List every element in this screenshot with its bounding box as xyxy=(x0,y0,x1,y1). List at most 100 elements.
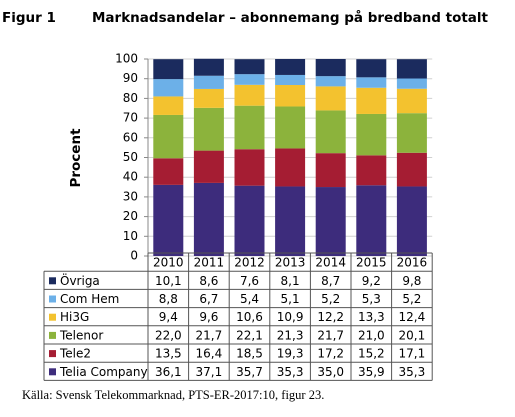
bar-segment xyxy=(193,75,224,89)
bar-segment xyxy=(193,150,224,183)
table-value: 7,6 xyxy=(240,274,259,288)
table-value: 18,5 xyxy=(236,347,263,361)
table-value: 8,1 xyxy=(281,274,300,288)
legend-label: Tele2 xyxy=(59,347,91,361)
table-value: 15,2 xyxy=(358,347,385,361)
table-value: 16,4 xyxy=(196,347,223,361)
table-value: 21,0 xyxy=(358,328,385,342)
table-value: 17,1 xyxy=(399,347,426,361)
legend-label: Hi3G xyxy=(60,310,89,324)
bar-segment xyxy=(193,58,224,76)
bar-segment xyxy=(315,59,346,77)
y-tick-label: 50 xyxy=(123,150,138,164)
bar-segment xyxy=(315,153,346,188)
bar-segment xyxy=(315,187,346,256)
source: Källa: Svensk Telekommarknad, PTS-ER-201… xyxy=(22,388,324,402)
x-tick-label: 2015 xyxy=(356,256,387,270)
table-value: 5,2 xyxy=(321,292,340,306)
bar-segment xyxy=(356,87,387,114)
legend-label: Telia Company xyxy=(59,365,148,379)
chart-title: Marknadsandelar – abonnemang på bredband… xyxy=(92,9,489,26)
table-value: 8,8 xyxy=(159,292,178,306)
legend-swatch xyxy=(49,350,56,358)
bar-segment xyxy=(193,88,224,108)
table-value: 36,1 xyxy=(155,365,182,379)
table-value: 19,3 xyxy=(277,347,304,361)
bar-segment xyxy=(275,59,306,75)
bar-segment xyxy=(356,77,387,88)
table-value: 12,2 xyxy=(317,310,344,324)
table-value: 20,1 xyxy=(399,328,426,342)
bar-segment xyxy=(153,158,184,185)
bar-segment xyxy=(396,152,427,187)
table-value: 35,3 xyxy=(277,365,304,379)
bar-segment xyxy=(234,149,265,186)
legend-label: Övriga xyxy=(60,272,100,288)
x-tick-label: 2011 xyxy=(194,256,225,270)
legend-swatch xyxy=(49,277,56,285)
y-tick-label: 60 xyxy=(123,130,138,144)
table-value: 10,9 xyxy=(277,310,304,324)
bar-segment xyxy=(234,105,265,150)
table-value: 13,3 xyxy=(358,310,385,324)
y-tick-label: 10 xyxy=(123,229,138,243)
bar-segment xyxy=(315,110,346,154)
table-value: 22,0 xyxy=(155,328,182,342)
table-value: 35,9 xyxy=(358,365,385,379)
bar-segment xyxy=(153,96,184,115)
x-tick-label: 2012 xyxy=(234,256,265,270)
x-tick-label: 2014 xyxy=(315,256,346,270)
bar-segment xyxy=(356,113,387,156)
table-value: 21,3 xyxy=(277,328,304,342)
table-value: 5,3 xyxy=(362,292,381,306)
bar-segment xyxy=(356,185,387,256)
bar-segment xyxy=(193,182,224,256)
legend-label: Com Hem xyxy=(60,292,119,306)
bar-segment xyxy=(153,114,184,159)
table-value: 37,1 xyxy=(196,365,223,379)
y-tick-label: 80 xyxy=(123,91,138,105)
bar-segment xyxy=(396,59,427,79)
table-value: 8,6 xyxy=(199,274,218,288)
bar-segment xyxy=(396,113,427,153)
y-tick-label: 100 xyxy=(115,52,138,66)
bar-segment xyxy=(396,88,427,114)
table-value: 5,1 xyxy=(281,292,300,306)
bar-segment xyxy=(396,78,427,89)
table-value: 9,2 xyxy=(362,274,381,288)
bar-segment xyxy=(275,186,306,256)
table-value: 35,3 xyxy=(399,365,426,379)
x-tick-label: 2016 xyxy=(397,256,428,270)
y-tick-label: 20 xyxy=(123,209,138,223)
bar-segment xyxy=(315,76,346,87)
table-value: 21,7 xyxy=(317,328,344,342)
table-value: 9,8 xyxy=(402,274,421,288)
legend-swatch xyxy=(49,368,56,376)
bar-segment xyxy=(315,86,346,111)
y-tick-label: 30 xyxy=(123,189,138,203)
bar-segment xyxy=(234,84,265,106)
bar-segment xyxy=(275,148,306,187)
legend-label: Telenor xyxy=(59,328,103,342)
table-value: 35,0 xyxy=(317,365,344,379)
figure-label: Figur 1 xyxy=(2,10,56,26)
table-value: 22,1 xyxy=(236,328,263,342)
bar-segment xyxy=(234,59,265,75)
bar-segment xyxy=(234,185,265,256)
legend-swatch xyxy=(49,295,56,303)
y-tick-label: 70 xyxy=(123,111,138,125)
bar-segment xyxy=(153,79,184,97)
bar-segment xyxy=(153,184,184,256)
legend-swatch xyxy=(49,313,56,321)
table-value: 35,7 xyxy=(236,365,263,379)
bar-segment xyxy=(153,59,184,80)
table-value: 8,7 xyxy=(321,274,340,288)
table-value: 13,5 xyxy=(155,347,182,361)
table-value: 10,1 xyxy=(155,274,182,288)
bar-segment xyxy=(193,107,224,151)
bar-segment xyxy=(234,74,265,85)
bar-segment xyxy=(356,155,387,186)
table-value: 10,6 xyxy=(236,310,263,324)
table-value: 21,7 xyxy=(196,328,223,342)
